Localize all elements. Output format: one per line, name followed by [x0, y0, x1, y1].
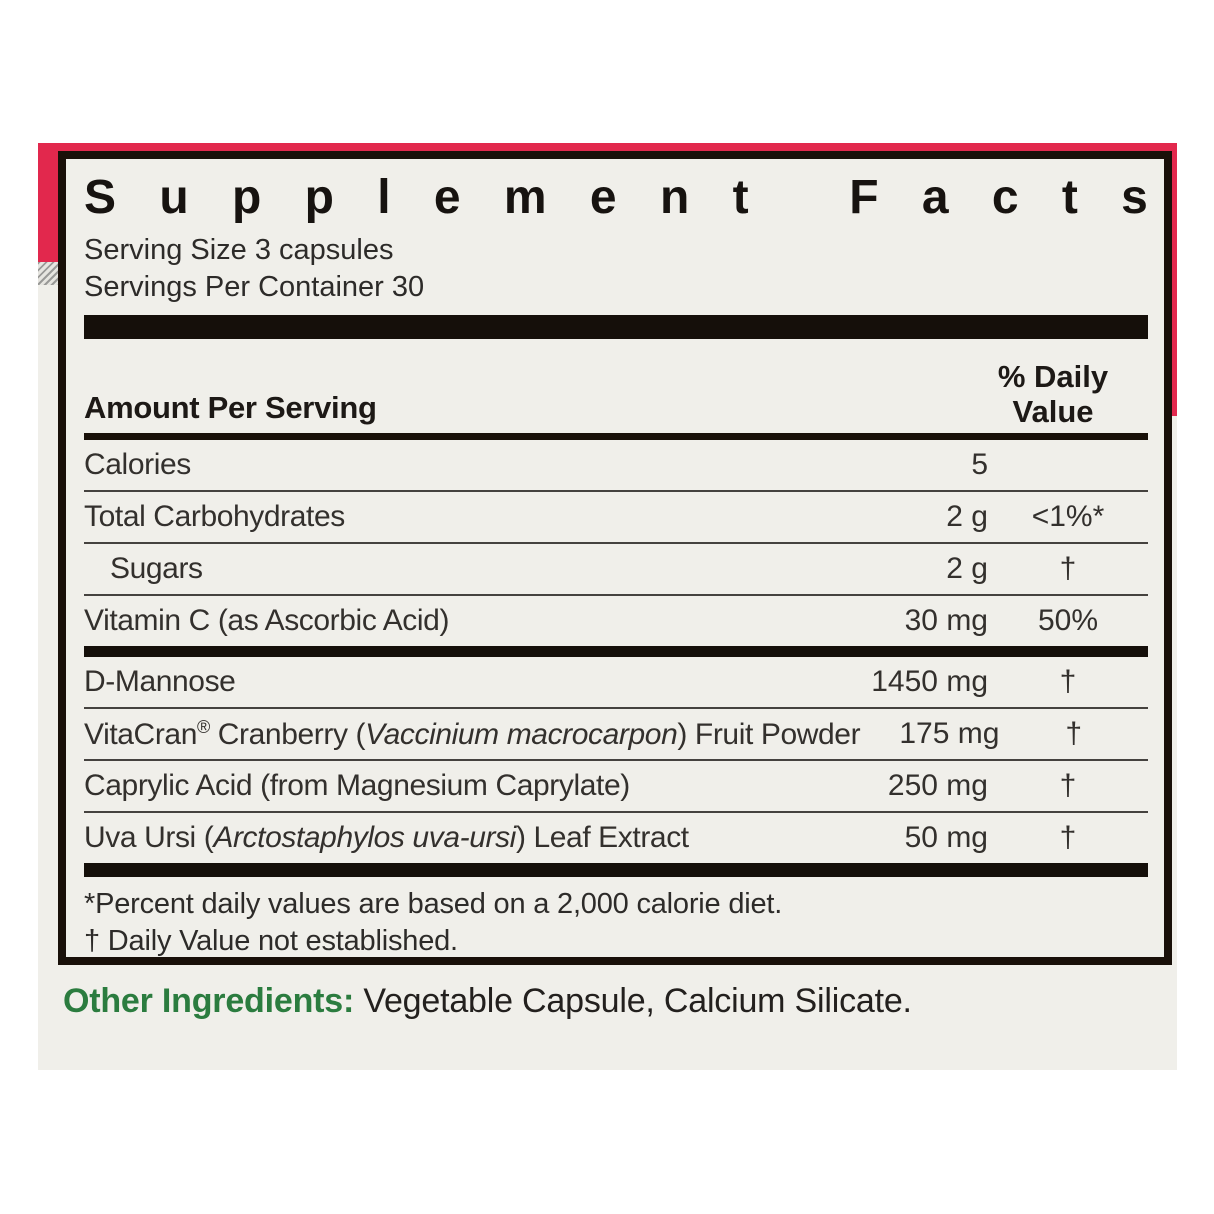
nutrient-daily-value: 50%	[1037, 604, 1099, 637]
panel-title-letter: e	[589, 171, 617, 224]
nutrient-row-separator	[84, 707, 1148, 709]
panel-title-letter: p	[304, 171, 334, 224]
nutrient-row: VitaCran® Cranberry (Vaccinium macrocarp…	[84, 709, 1148, 759]
nutrient-daily-value: <1%*	[1031, 500, 1105, 533]
nutrient-daily-value: †	[1059, 552, 1077, 585]
footnote-line: † Daily Value not established.	[84, 925, 458, 957]
nutrient-name: Calories	[84, 448, 191, 481]
package-edge-stripes	[38, 262, 59, 285]
column-header-row: Amount Per Serving % Daily Value	[84, 359, 1148, 429]
panel-title-letter: t	[1061, 171, 1078, 224]
red-trim-left	[38, 143, 59, 263]
nutrient-row-separator	[84, 759, 1148, 761]
panel-title-letter: s	[1121, 171, 1148, 224]
nutrient-amount: 1450 mg	[871, 665, 988, 698]
nutrient-daily-value: †	[1059, 821, 1077, 854]
other-ingredients: Other Ingredients: Vegetable Capsule, Ca…	[63, 979, 912, 1023]
panel-title-letter: S	[84, 171, 117, 224]
panel-title-letter: n	[659, 171, 690, 224]
nutrient-row-separator	[84, 811, 1148, 813]
red-trim-right	[1168, 143, 1177, 416]
nutrient-amount: 175 mg	[899, 717, 1000, 750]
panel-title-letter: e	[433, 171, 461, 224]
daily-value-label-line1: % Daily	[997, 359, 1109, 394]
separator-bar-top	[84, 315, 1148, 339]
nutrient-amount: 250 mg	[887, 769, 988, 802]
nutrient-row: Total Carbohydrates 2 g <1%*	[84, 492, 1148, 542]
footnotes: *Percent daily values are based on a 2,0…	[84, 877, 1148, 960]
nutrient-row: Uva Ursi (Arctostaphylos uva-ursi) Leaf …	[84, 813, 1148, 863]
nutrient-row-separator	[84, 490, 1148, 492]
nutrient-row-separator	[84, 646, 1148, 657]
footnote-line: *Percent daily values are based on a 2,0…	[84, 888, 783, 920]
nutrient-amount: 5	[971, 448, 988, 481]
panel-title-letter: a	[921, 171, 949, 224]
nutrient-name: Sugars	[110, 552, 203, 585]
nutrient-amount: 2 g	[946, 552, 988, 585]
nutrient-daily-value: †	[1059, 769, 1077, 802]
other-ingredients-label: Other Ingredients:	[63, 982, 355, 1020]
serving-size: Serving Size 3 capsules	[84, 234, 394, 266]
nutrient-amount: 2 g	[946, 500, 988, 533]
nutrient-name: D-Mannose	[84, 665, 236, 698]
red-trim-top	[38, 143, 1177, 153]
facts-rows: Calories 5 Total Carbohydrates 2 g <1%* …	[84, 440, 1148, 877]
nutrient-name: Total Carbohydrates	[84, 500, 345, 533]
panel-title-letter: u	[159, 171, 189, 224]
nutrient-row-separator	[84, 863, 1148, 877]
nutrient-row-separator	[84, 542, 1148, 544]
nutrient-daily-value: †	[1065, 717, 1083, 750]
nutrient-row: Vitamin C (as Ascorbic Acid) 30 mg 50%	[84, 596, 1148, 646]
nutrient-row-separator	[84, 594, 1148, 596]
nutrient-daily-value: †	[1059, 665, 1077, 698]
daily-value-label: % Daily Value	[958, 359, 1148, 429]
amount-per-serving-label: Amount Per Serving	[84, 390, 377, 425]
separator-rule-header	[84, 433, 1148, 440]
panel-title-letter: m	[503, 171, 547, 224]
nutrient-name: VitaCran® Cranberry (Vaccinium macrocarp…	[84, 716, 861, 751]
nutrient-row: Calories 5	[84, 440, 1148, 490]
nutrient-name: Vitamin C (as Ascorbic Acid)	[84, 604, 450, 637]
panel-title-letter: p	[231, 171, 262, 224]
panel-title-letter: c	[991, 171, 1019, 224]
daily-value-label-line2: Value	[1012, 394, 1094, 429]
nutrient-name: Uva Ursi (Arctostaphylos uva-ursi) Leaf …	[84, 821, 689, 854]
nutrient-name: Caprylic Acid (from Magnesium Caprylate)	[84, 769, 630, 802]
nutrient-row: Caprylic Acid (from Magnesium Caprylate)…	[84, 761, 1148, 811]
panel-title-letter: F	[849, 171, 879, 224]
nutrient-amount: 50 mg	[904, 821, 988, 854]
panel-title-letter: l	[377, 171, 391, 224]
nutrient-row: Sugars 2 g †	[84, 544, 1148, 594]
panel-title-letter: t	[732, 171, 749, 224]
other-ingredients-text: Vegetable Capsule, Calcium Silicate.	[354, 982, 912, 1020]
nutrient-row: D-Mannose 1450 mg †	[84, 657, 1148, 707]
servings-per-container: Servings Per Container 30	[84, 271, 425, 303]
nutrient-amount: 30 mg	[904, 604, 988, 637]
